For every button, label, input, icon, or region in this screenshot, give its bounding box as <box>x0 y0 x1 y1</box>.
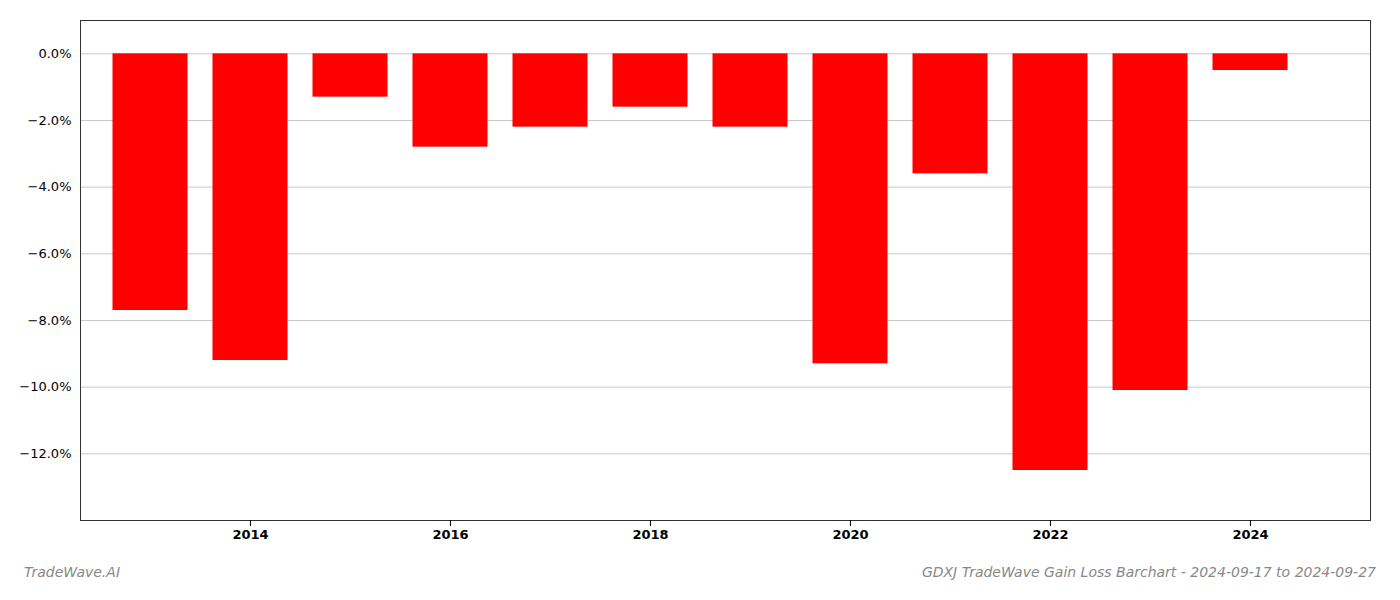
svg-text:2016: 2016 <box>432 527 468 542</box>
svg-text:2020: 2020 <box>832 527 868 542</box>
svg-text:2022: 2022 <box>1032 527 1068 542</box>
svg-text:2018: 2018 <box>632 527 668 542</box>
svg-text:2014: 2014 <box>232 527 268 542</box>
svg-text:0.0%: 0.0% <box>38 46 71 61</box>
svg-text:2024: 2024 <box>1232 527 1268 542</box>
svg-text:−8.0%: −8.0% <box>28 313 72 328</box>
svg-text:−12.0%: −12.0% <box>19 446 71 461</box>
svg-text:−4.0%: −4.0% <box>28 179 72 194</box>
svg-text:−10.0%: −10.0% <box>19 379 71 394</box>
html-text:GDXJ TradeWave Gain Loss Barch: GDXJ TradeWave Gain Loss Barchart - 2024… <box>921 564 1376 580</box>
svg-text:−6.0%: −6.0% <box>28 246 72 261</box>
html-text:TradeWave.AI: TradeWave.AI <box>24 564 120 580</box>
svg-text:−2.0%: −2.0% <box>28 113 72 128</box>
